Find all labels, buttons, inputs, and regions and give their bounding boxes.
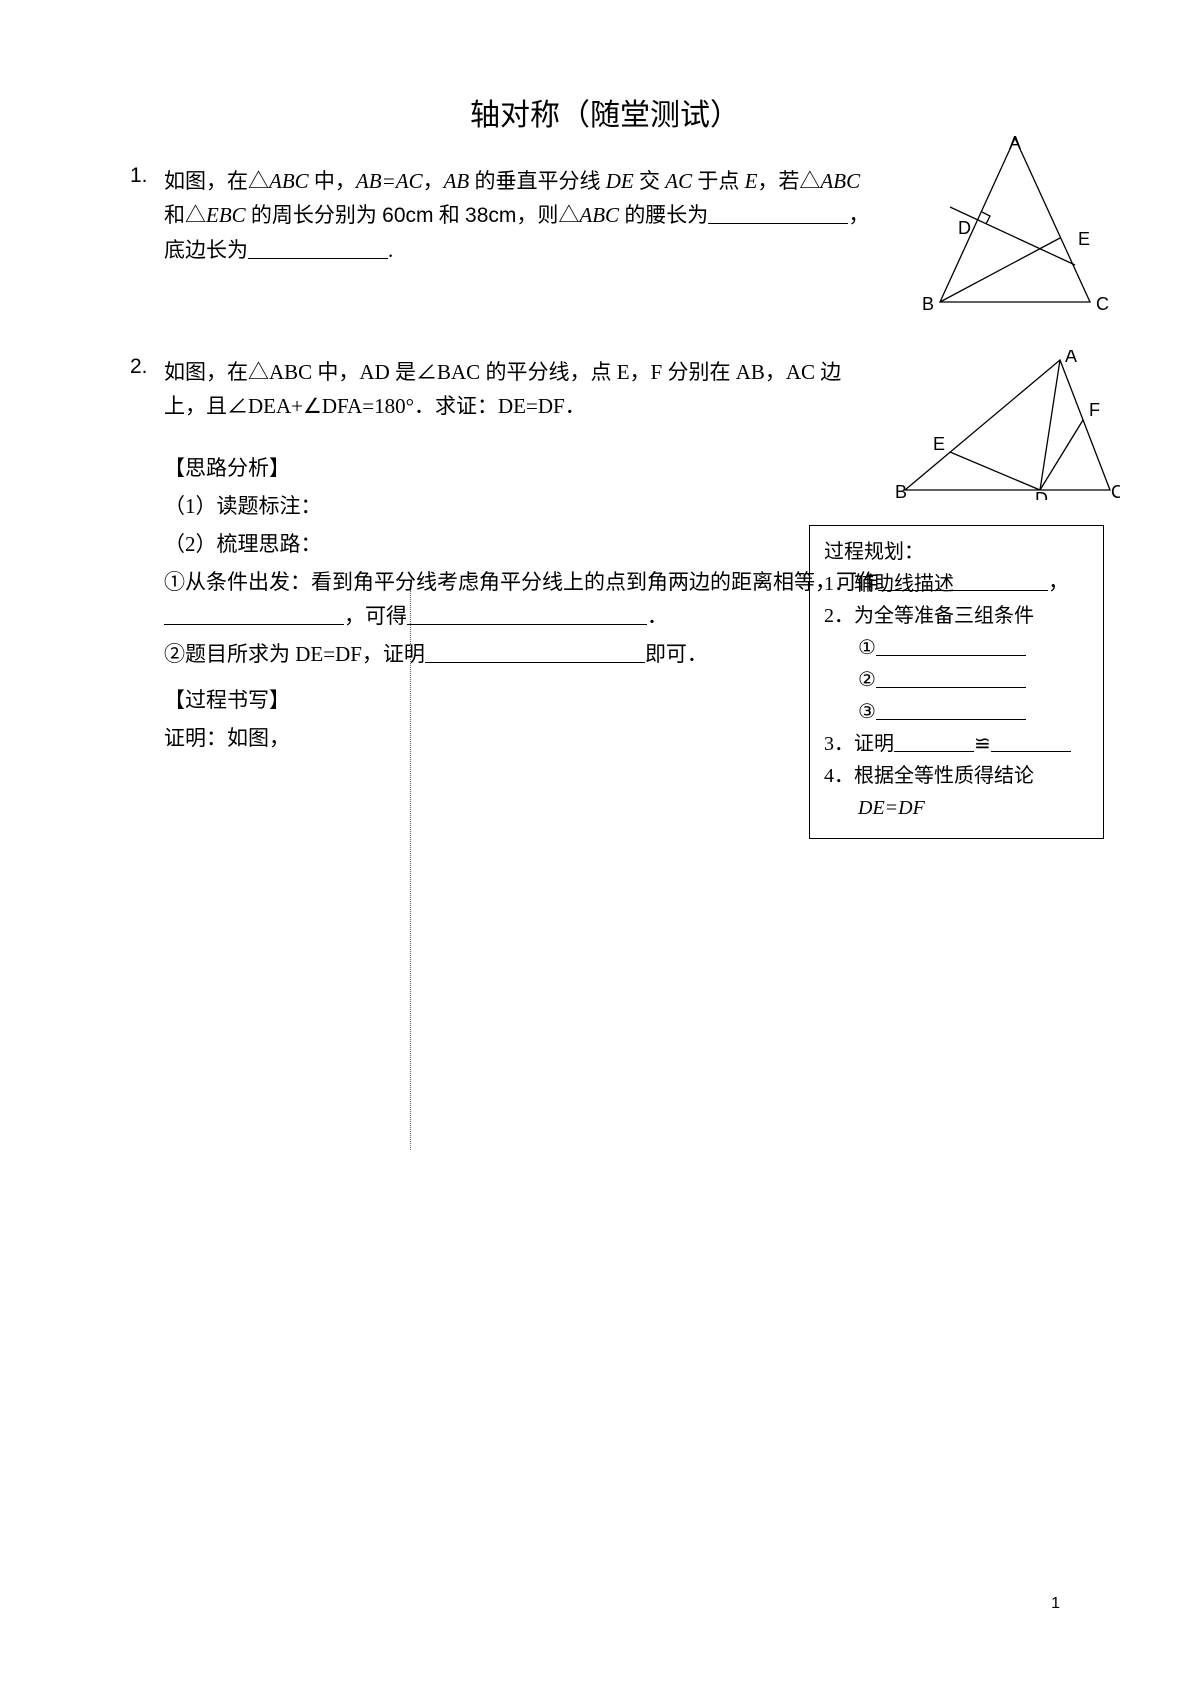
q1-abac: AB=AC — [356, 169, 423, 193]
q1-body: 如图，在△ABC 中，AB=AC，AB 的垂直平分线 DE 交 AC 于点 E，… — [164, 164, 1080, 267]
q1-abc2: ABC — [820, 169, 860, 193]
plan-blank-c3[interactable] — [876, 700, 1026, 720]
fig2-label-C: C — [1111, 482, 1120, 500]
q1-text: ，则△ — [516, 203, 579, 227]
q1-number: 1. — [130, 164, 148, 188]
fig1-label-A: A — [1009, 133, 1021, 153]
q1-text: ，若△ — [757, 169, 820, 193]
q2-line-a: ①从条件出发：看到角平分线考虑角平分线上的点到角两边的距离相等，可作 — [164, 570, 878, 594]
q1-text: 和△ — [164, 203, 206, 227]
q1-period: . — [388, 238, 393, 262]
q1-text: 中， — [309, 169, 356, 193]
q2-step-1: （1）读题标注： — [164, 489, 1080, 523]
q2-text: ． — [647, 604, 668, 628]
divider-dotted — [410, 590, 411, 1150]
q1-text: 的周长分别为 — [246, 203, 383, 227]
plan-box: 过程规划： 1．辅助线描述 2．为全等准备三组条件 ① ② ③ 3．证明 ≌ 4．… — [809, 525, 1104, 839]
q1-abc: ABC — [269, 169, 309, 193]
plan-line-4: 4．根据全等性质得结论 — [824, 760, 1089, 792]
q2-statement: 如图，在△ABC 中，AD 是∠BAC 的平分线，点 E，F 分别在 AB，AC… — [164, 360, 841, 418]
q1-60cm: 60cm — [382, 204, 433, 227]
q1-text: 和 — [434, 203, 466, 227]
q2-blank-b1[interactable] — [425, 641, 645, 663]
q1-blank-1[interactable] — [708, 202, 848, 224]
q1-38cm: 38cm — [465, 204, 516, 227]
question-1: 1. 如图，在△ABC 中，AB=AC，AB 的垂直平分线 DE 交 AC 于点… — [130, 164, 1080, 267]
q1-text: 的腰长为 — [619, 203, 708, 227]
q1-ebc: EBC — [206, 203, 246, 227]
q1-ac: AC — [665, 169, 692, 193]
q1-text: ， — [423, 169, 444, 193]
q1-text: 如图，在△ — [164, 169, 269, 193]
q2-text: 即可． — [645, 642, 708, 666]
q1-abc3: ABC — [579, 203, 619, 227]
q2-blank-a3[interactable] — [407, 603, 647, 625]
plan-line-3: 3．证明 — [824, 733, 894, 755]
page-title: 轴对称（随堂测试） — [130, 90, 1080, 134]
q2-blank-a2[interactable] — [164, 603, 344, 625]
plan-line-1: 1．辅助线描述 — [824, 568, 1089, 600]
plan-blank-c1[interactable] — [876, 636, 1026, 656]
q1-ab: AB — [444, 169, 470, 193]
q2-heading-1: 【思路分析】 — [164, 451, 1080, 485]
plan-circ-3: ③ — [858, 701, 876, 723]
q2-line-b: ②题目所求为 DE=DF，证明 — [164, 642, 425, 666]
q1-text: 于点 — [692, 169, 745, 193]
plan-circ-2: ② — [858, 669, 876, 691]
plan-cong: ≌ — [974, 733, 991, 755]
plan-blank-c2[interactable] — [876, 668, 1026, 688]
q1-text: 的垂直平分线 — [469, 169, 606, 193]
plan-circ-1: ① — [858, 637, 876, 659]
plan-blank-3a[interactable] — [894, 732, 974, 752]
plan-title: 过程规划： — [824, 536, 1089, 568]
q2-number: 2. — [130, 355, 148, 379]
page-number: 1 — [1051, 1595, 1060, 1613]
q1-E: E — [745, 169, 758, 193]
plan-blank-3b[interactable] — [991, 732, 1071, 752]
fig2-label-F: F — [1089, 400, 1100, 420]
q1-de: DE — [606, 169, 634, 193]
fig1-label-C: C — [1096, 294, 1109, 314]
q1-blank-2[interactable] — [248, 237, 388, 259]
plan-line-2: 2．为全等准备三组条件 — [824, 600, 1089, 632]
q2-text: ，可得 — [344, 604, 407, 628]
plan-result: DE=DF — [858, 797, 925, 819]
q1-text: 交 — [634, 169, 666, 193]
